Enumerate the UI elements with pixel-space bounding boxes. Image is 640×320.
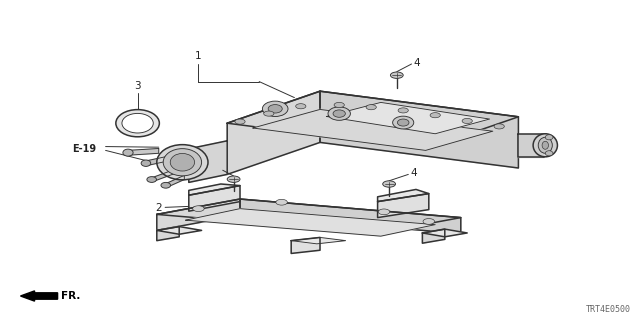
Polygon shape bbox=[157, 199, 461, 233]
Circle shape bbox=[264, 111, 274, 116]
Circle shape bbox=[398, 108, 408, 113]
Text: E-19: E-19 bbox=[72, 144, 96, 154]
Ellipse shape bbox=[141, 160, 151, 166]
Text: 3: 3 bbox=[134, 81, 141, 91]
Circle shape bbox=[334, 102, 344, 108]
Ellipse shape bbox=[333, 110, 346, 117]
Circle shape bbox=[227, 176, 240, 182]
Ellipse shape bbox=[545, 151, 553, 156]
Polygon shape bbox=[422, 229, 445, 243]
Circle shape bbox=[383, 181, 396, 187]
Ellipse shape bbox=[545, 135, 553, 140]
Circle shape bbox=[235, 119, 245, 124]
Circle shape bbox=[462, 118, 472, 124]
Ellipse shape bbox=[116, 110, 159, 137]
Polygon shape bbox=[227, 91, 518, 149]
Text: 2: 2 bbox=[156, 203, 162, 213]
Polygon shape bbox=[253, 109, 493, 150]
Polygon shape bbox=[422, 229, 467, 237]
Polygon shape bbox=[128, 148, 159, 155]
Text: 4: 4 bbox=[413, 58, 420, 68]
Ellipse shape bbox=[542, 141, 548, 149]
Polygon shape bbox=[157, 227, 202, 234]
Polygon shape bbox=[240, 199, 461, 234]
Ellipse shape bbox=[538, 137, 552, 153]
Polygon shape bbox=[378, 194, 429, 218]
Ellipse shape bbox=[533, 134, 557, 157]
Ellipse shape bbox=[163, 149, 202, 176]
Polygon shape bbox=[320, 91, 518, 168]
Polygon shape bbox=[378, 189, 429, 202]
Circle shape bbox=[193, 206, 204, 212]
Ellipse shape bbox=[262, 101, 288, 116]
Ellipse shape bbox=[161, 182, 170, 188]
Text: TRT4E0500: TRT4E0500 bbox=[586, 305, 630, 314]
Ellipse shape bbox=[328, 107, 351, 120]
Polygon shape bbox=[326, 102, 490, 134]
Ellipse shape bbox=[397, 119, 409, 126]
Polygon shape bbox=[189, 186, 240, 211]
Ellipse shape bbox=[122, 113, 153, 133]
Polygon shape bbox=[157, 199, 240, 230]
Circle shape bbox=[423, 219, 435, 224]
Polygon shape bbox=[227, 91, 320, 174]
Text: 4: 4 bbox=[410, 168, 417, 179]
Polygon shape bbox=[291, 237, 346, 244]
Ellipse shape bbox=[123, 149, 133, 156]
Polygon shape bbox=[152, 170, 174, 182]
FancyArrow shape bbox=[20, 291, 58, 301]
Circle shape bbox=[366, 105, 376, 110]
Polygon shape bbox=[186, 209, 435, 236]
Circle shape bbox=[494, 124, 504, 129]
Polygon shape bbox=[189, 184, 240, 195]
Circle shape bbox=[296, 104, 306, 109]
Circle shape bbox=[276, 199, 287, 205]
Ellipse shape bbox=[157, 145, 208, 180]
Ellipse shape bbox=[393, 116, 414, 129]
Polygon shape bbox=[166, 175, 184, 188]
Circle shape bbox=[378, 209, 390, 215]
Polygon shape bbox=[146, 156, 170, 166]
Circle shape bbox=[390, 72, 403, 78]
Ellipse shape bbox=[268, 105, 282, 113]
Circle shape bbox=[430, 113, 440, 118]
Polygon shape bbox=[518, 134, 544, 157]
Ellipse shape bbox=[170, 154, 195, 171]
Polygon shape bbox=[157, 227, 179, 241]
Ellipse shape bbox=[147, 177, 157, 182]
Polygon shape bbox=[291, 237, 320, 253]
Text: FR.: FR. bbox=[61, 291, 80, 301]
Polygon shape bbox=[189, 141, 227, 182]
Text: 1: 1 bbox=[195, 52, 202, 61]
Text: 4: 4 bbox=[212, 164, 219, 174]
